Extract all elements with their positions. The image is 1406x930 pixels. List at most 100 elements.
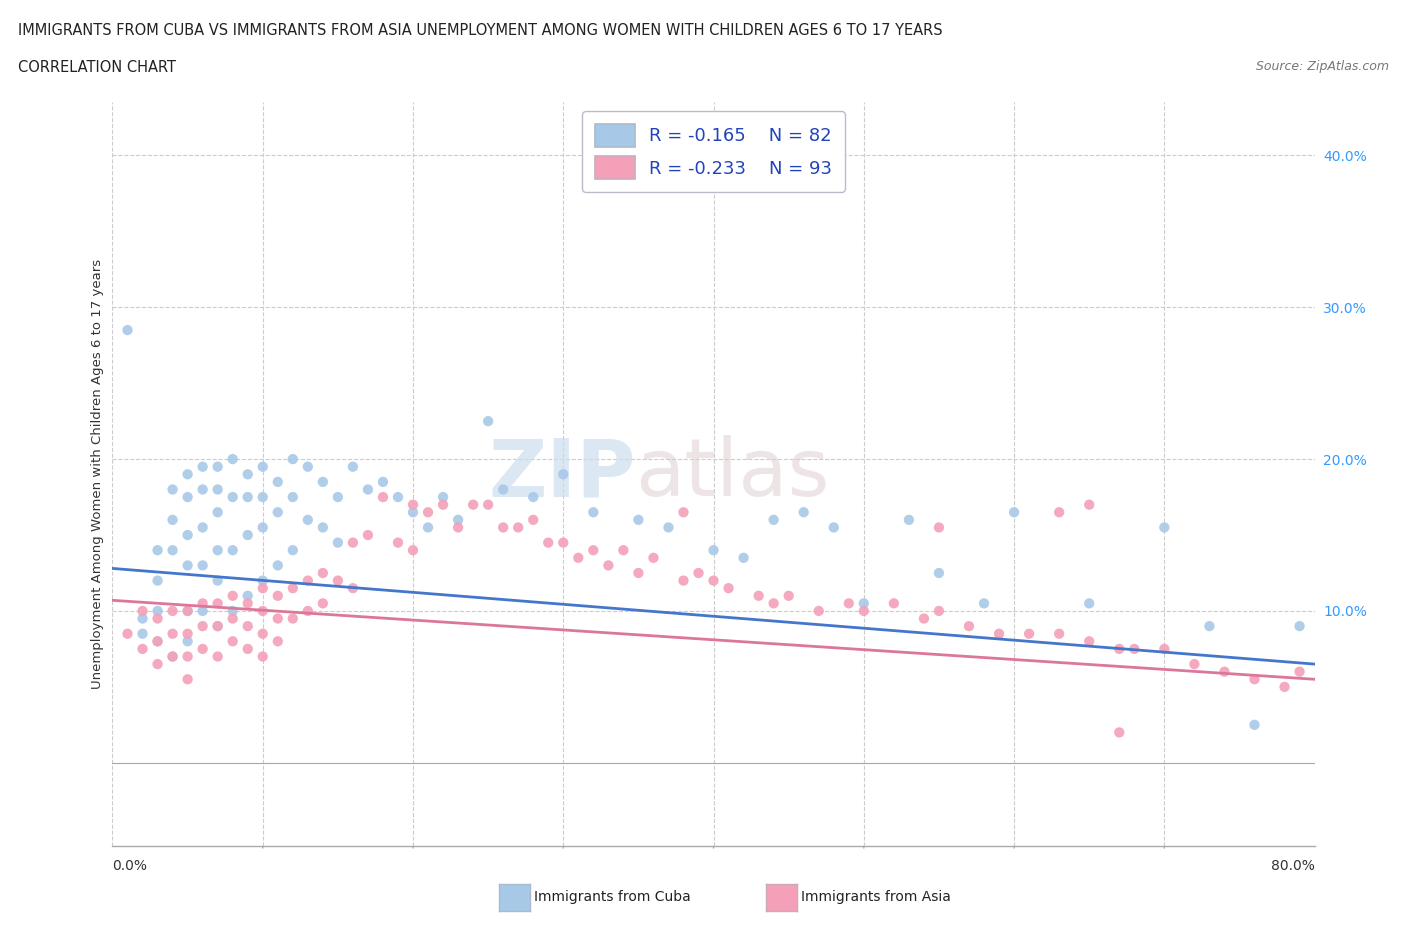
Point [522,512,544,527]
Point [672,573,695,588]
Point [1123,642,1146,657]
Point [267,505,290,520]
Point [252,604,274,618]
Point [897,512,920,527]
Point [176,467,198,482]
Text: Source: ZipAtlas.com: Source: ZipAtlas.com [1256,60,1389,73]
Point [477,498,499,512]
Point [191,459,214,474]
Text: Immigrants from Cuba: Immigrants from Cuba [534,890,690,905]
Point [176,489,198,504]
Point [852,596,875,611]
Point [131,604,153,618]
Point [357,527,380,542]
Point [567,551,589,565]
Text: atlas: atlas [636,435,830,513]
Point [162,626,184,641]
Point [492,520,515,535]
Point [717,580,740,595]
Point [357,482,380,497]
Point [222,543,245,558]
Point [1243,717,1265,732]
Point [1078,596,1101,611]
Point [928,565,950,580]
Point [267,589,290,604]
Point [582,543,605,558]
Point [432,498,454,512]
Point [222,589,245,604]
Point [297,459,319,474]
Point [252,573,274,588]
Point [236,527,259,542]
Point [146,657,169,671]
Point [162,649,184,664]
Point [432,489,454,504]
Point [627,512,650,527]
Point [117,323,139,338]
Point [252,626,274,641]
Point [823,520,845,535]
Point [267,474,290,489]
Point [447,512,470,527]
Point [222,452,245,467]
Point [312,474,335,489]
Point [1047,505,1070,520]
Point [326,489,349,504]
Point [252,580,274,595]
Text: 0.0%: 0.0% [112,858,148,872]
Point [326,535,349,550]
Point [657,520,679,535]
Point [162,604,184,618]
Point [222,634,245,649]
Point [957,618,980,633]
Point [582,505,605,520]
Text: CORRELATION CHART: CORRELATION CHART [18,60,176,75]
Point [297,573,319,588]
Text: ZIP: ZIP [488,435,636,513]
Point [627,565,650,580]
Point [312,520,335,535]
Point [672,505,695,520]
Point [236,589,259,604]
Point [702,543,725,558]
Text: 80.0%: 80.0% [1271,858,1315,872]
Point [207,596,229,611]
Point [371,474,394,489]
Point [402,543,425,558]
Point [402,505,425,520]
Point [252,649,274,664]
Point [207,543,229,558]
Point [281,580,304,595]
Point [236,467,259,482]
Point [191,604,214,618]
Text: Immigrants from Asia: Immigrants from Asia [801,890,952,905]
Point [1274,680,1296,695]
Point [402,498,425,512]
Point [146,604,169,618]
Point [928,520,950,535]
Point [688,565,710,580]
Point [912,611,935,626]
Point [762,596,785,611]
Point [702,573,725,588]
Point [162,482,184,497]
Point [1198,618,1220,633]
Point [176,527,198,542]
Point [252,520,274,535]
Point [207,573,229,588]
Point [146,611,169,626]
Point [267,611,290,626]
Point [553,467,575,482]
Point [492,482,515,497]
Point [236,596,259,611]
Point [176,634,198,649]
Point [477,414,499,429]
Point [131,611,153,626]
Point [387,489,409,504]
Text: IMMIGRANTS FROM CUBA VS IMMIGRANTS FROM ASIA UNEMPLOYMENT AMONG WOMEN WITH CHILD: IMMIGRANTS FROM CUBA VS IMMIGRANTS FROM … [18,23,943,38]
Point [146,543,169,558]
Point [236,642,259,657]
Point [222,489,245,504]
Point [267,558,290,573]
Point [191,558,214,573]
